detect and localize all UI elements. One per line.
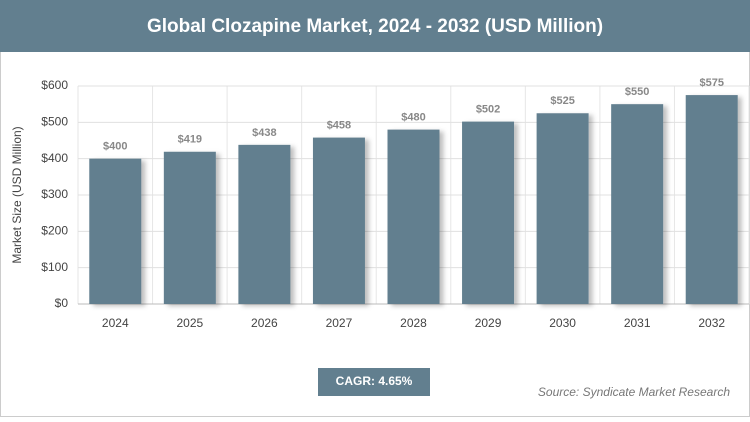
y-axis-title: Market Size (USD Million) <box>10 126 24 263</box>
plot: $0 $100 $200 $300 $400 $500 $600 2024 $400 2025 $4… <box>41 77 750 330</box>
y-tick-label: $100 <box>41 260 68 274</box>
x-tick-label: 2032 <box>698 316 725 330</box>
cagr-box <box>318 368 430 396</box>
x-tick-label: 2030 <box>549 316 576 330</box>
bar <box>238 144 291 304</box>
bar <box>685 95 738 304</box>
y-tick-label: $300 <box>41 187 68 201</box>
bar <box>387 129 440 304</box>
y-tick-label: $200 <box>41 224 68 238</box>
value-label: $502 <box>476 104 500 116</box>
y-tick-label: $400 <box>41 151 68 165</box>
x-tick-label: 2026 <box>251 316 278 330</box>
value-label: $480 <box>401 112 425 124</box>
cagr-label: CAGR: 4.65% <box>336 374 413 388</box>
value-label: $419 <box>178 134 202 146</box>
value-label: $400 <box>103 141 127 153</box>
value-label: $550 <box>625 86 649 98</box>
x-tick-label: 2029 <box>475 316 502 330</box>
bar <box>536 113 589 304</box>
x-tick-label: 2028 <box>400 316 427 330</box>
chart-title: Global Clozapine Market, 2024 - 2032 (US… <box>147 16 603 37</box>
y-tick-label: $600 <box>41 78 68 92</box>
x-tick-label: 2025 <box>176 316 203 330</box>
x-tick-label: 2024 <box>102 316 129 330</box>
header <box>0 0 750 52</box>
y-tick-label: $0 <box>55 296 69 310</box>
bar <box>163 151 216 304</box>
x-tick-label: 2027 <box>326 316 353 330</box>
value-label: $525 <box>550 95 574 107</box>
bar <box>312 137 365 304</box>
source: Source: Syndicate Market Research <box>538 385 730 399</box>
x-tick-label: 2031 <box>624 316 651 330</box>
value-label: $575 <box>699 77 723 89</box>
bar <box>611 104 664 305</box>
bar <box>462 121 515 305</box>
bar <box>89 158 142 304</box>
value-label: $438 <box>252 127 276 139</box>
y-tick-label: $500 <box>41 115 68 129</box>
value-label: $458 <box>327 119 351 131</box>
